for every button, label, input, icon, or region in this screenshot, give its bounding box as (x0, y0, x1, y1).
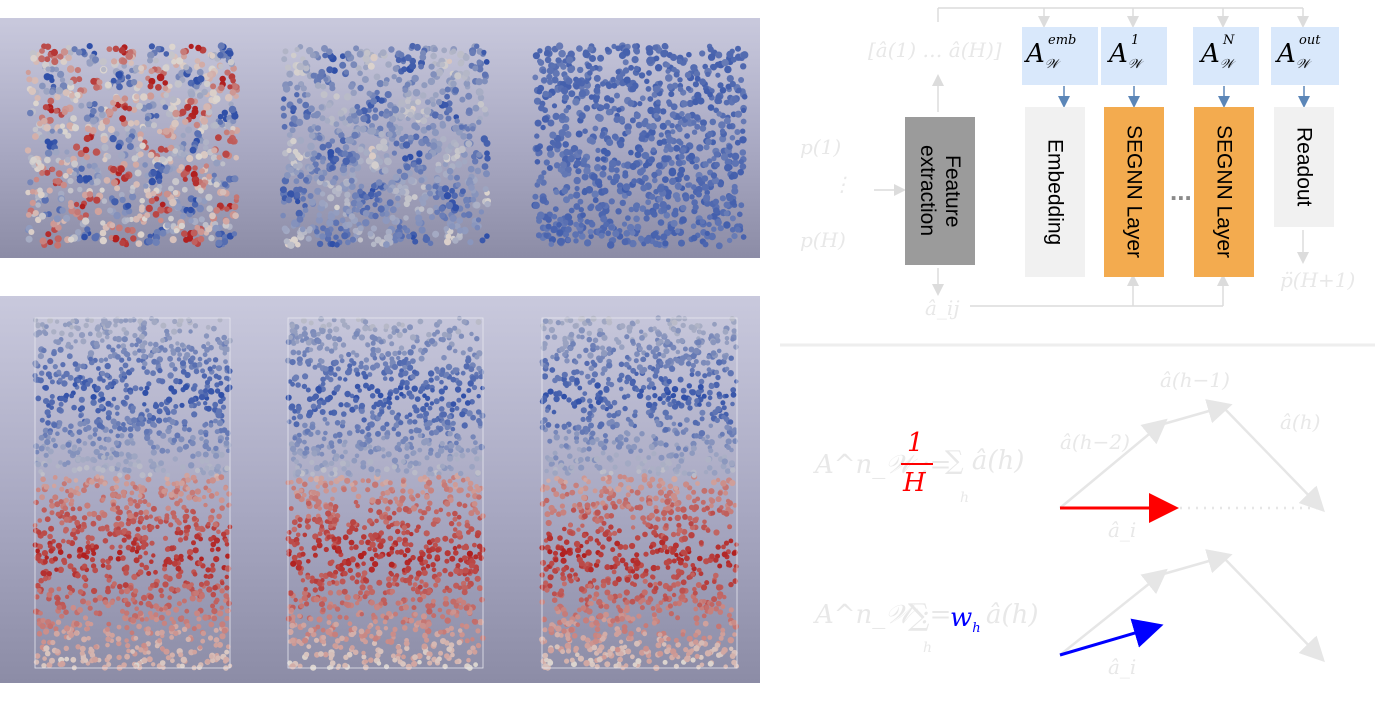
vec-label-h-minus-1: â(h−1) (1160, 368, 1230, 392)
architecture-diagram: A𝒲 emb A𝒲 1 A𝒲 N A𝒲 out Feature extraction E… (760, 0, 1380, 708)
top-bus (780, 7, 1375, 347)
a-out-sub: 𝒲 (1295, 57, 1310, 73)
a-1-sup: 1 (1131, 33, 1140, 48)
a-emb-base: A (1026, 39, 1045, 69)
particle-render-bottom (0, 296, 760, 683)
vec-label-h: â(h) (1280, 410, 1321, 434)
input-top-label: p(1) (800, 135, 842, 159)
a-n-box: A𝒲 N (1193, 27, 1259, 85)
weighted-formula-rest: â(h) (986, 600, 1039, 630)
weighted-sum-index: h (923, 640, 933, 656)
weighted-w: wh (950, 603, 981, 636)
particle-columns (32, 315, 739, 671)
readout-block: Readout (1274, 107, 1334, 227)
a-out-base: A (1277, 39, 1296, 69)
embedding-block: Embedding (1025, 107, 1085, 277)
segnn-layer-n-block: SEGNN Layer (1194, 107, 1254, 277)
input-dots-label: ⋮ (832, 172, 852, 196)
a-n-sub: 𝒲 (1219, 57, 1234, 73)
a-to-block-arrows (1058, 86, 1310, 108)
avg-formula-lhs: A^n_𝒲 := (815, 450, 952, 480)
vec-label-ai-top: â_i (1108, 518, 1137, 542)
layer-ellipsis: ... (1170, 176, 1192, 206)
weighted-formula-lhs: A^n_𝒲 := (815, 600, 952, 630)
particle-column (285, 315, 486, 671)
vector-path-bottom (1059, 549, 1325, 663)
a-1-sub: 𝒲 (1127, 57, 1142, 73)
diagram-lines (780, 7, 1375, 663)
avg-formula-rest: ∑ â(h) (945, 446, 1025, 476)
edge-attr-label: â_ij (925, 296, 960, 320)
particle-cube (531, 42, 749, 250)
a-out-sup: out (1299, 33, 1321, 48)
particle-cube (24, 42, 241, 249)
particle-cube (279, 42, 491, 249)
feature-extraction-block: Feature extraction (905, 117, 975, 265)
particle-column (32, 316, 233, 671)
segnn-layer-1-block: SEGNN Layer (1104, 107, 1164, 277)
weighted-w-sub: h (972, 621, 981, 637)
a-1-box: A𝒲 1 (1101, 27, 1167, 85)
weighted-w-letter: w (950, 603, 973, 633)
input-bottom-label: p(H) (800, 228, 846, 252)
particle-render-top (0, 18, 760, 258)
a-emb-sup: emb (1048, 33, 1077, 48)
vec-label-h-minus-2: â(h−2) (1060, 430, 1130, 454)
output-label: p̈(H+1) (1280, 268, 1356, 292)
vec-label-ai-bottom: â_i (1108, 655, 1137, 679)
particle-column (539, 315, 739, 671)
particle-cubes (24, 42, 749, 250)
history-label: [â(1) … â(H)] (868, 38, 1002, 62)
a-n-sup: N (1223, 33, 1235, 48)
avg-fraction-den: H (903, 468, 926, 498)
weighted-vector-arrow (1059, 618, 1164, 657)
avg-fraction-num: 1 (907, 428, 924, 458)
vector-path-top (1059, 399, 1325, 513)
avg-sum-index: h (960, 490, 970, 506)
a-n-base: A (1201, 39, 1220, 69)
weighted-sum-sign: ∑ (908, 598, 930, 633)
a-emb-box: A𝒲 emb (1022, 27, 1098, 85)
a-1-base: A (1109, 39, 1128, 69)
a-out-box: A𝒲 out (1271, 27, 1339, 85)
avg-fraction-bar (901, 463, 933, 465)
a-emb-sub: 𝒲 (1044, 57, 1059, 73)
